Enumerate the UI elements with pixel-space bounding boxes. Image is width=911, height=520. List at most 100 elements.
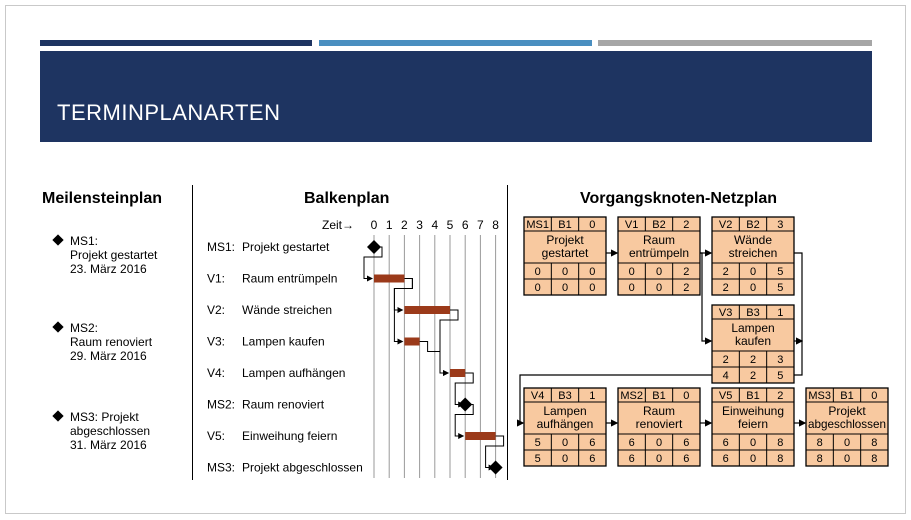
tick-label: 0 [371, 218, 378, 232]
tick-label: 7 [477, 218, 484, 232]
node-name: feiern [738, 417, 768, 431]
node-box [523, 387, 607, 467]
tick-label: 8 [492, 218, 499, 232]
node-value: 0 [750, 266, 756, 278]
milestone-line: MS3: Projekt [70, 410, 139, 424]
milestone-line: abgeschlossen [70, 424, 151, 438]
milestone-line: Projekt gestartet [70, 248, 158, 262]
node-value: 6 [683, 453, 689, 465]
row-label: Raum entrümpeln [242, 272, 337, 286]
column-divider [507, 185, 508, 480]
node-value: 2 [723, 354, 729, 366]
network-arrow [517, 252, 803, 427]
node-name: entrümpeln [629, 246, 689, 260]
milestone-line: MS1: [70, 234, 99, 248]
row-label: Lampen aufhängen [242, 366, 345, 380]
node-duration: 2 [777, 390, 783, 402]
row-label: Raum renoviert [242, 398, 325, 412]
node-box [617, 387, 701, 467]
node-value: 2 [750, 370, 756, 382]
node-resource: B3 [746, 307, 759, 319]
node-value: 8 [817, 437, 823, 449]
node-value: 6 [629, 437, 635, 449]
node-value: 8 [777, 437, 783, 449]
node-duration: 1 [777, 307, 783, 319]
node-value: 6 [683, 437, 689, 449]
row-id-label: MS3: [207, 461, 235, 475]
gantt-bar [404, 306, 450, 314]
node-duration: 3 [777, 219, 783, 231]
row-id-label: V4: [207, 366, 225, 380]
row-id-label: V5: [207, 429, 225, 443]
milestone-line: Raum renoviert [70, 335, 153, 349]
node-name: Projekt [828, 404, 866, 418]
title-banner [40, 51, 872, 142]
node-name: Raum [643, 233, 675, 247]
dependency-arrow [439, 309, 459, 376]
node-box [711, 304, 795, 384]
node-name: kaufen [735, 334, 771, 348]
node-value: 0 [562, 437, 568, 449]
dependency-arrow [393, 278, 413, 345]
tick-label: 3 [416, 218, 423, 232]
accent-stripe-1 [40, 40, 312, 46]
node-duration: 2 [683, 219, 689, 231]
node-box [617, 216, 701, 296]
node-value: 0 [656, 453, 662, 465]
network-plan-title: Vorgangsknoten-Netzplan [580, 190, 778, 207]
row-id-label: MS2: [207, 398, 235, 412]
node-name: Raum [643, 404, 675, 418]
node-value: 0 [656, 266, 662, 278]
milestone-line: 31. März 2016 [70, 438, 147, 452]
milestone-diamond [458, 397, 473, 412]
time-axis-label: Zeit→ [322, 218, 354, 232]
node-box [805, 387, 889, 467]
node-value: 0 [562, 266, 568, 278]
node-value: 0 [844, 437, 850, 449]
node-box [711, 387, 795, 467]
node-resource: B1 [840, 390, 853, 402]
node-resource: B1 [652, 390, 665, 402]
dependency-arrow [419, 341, 449, 376]
gantt-bar [374, 274, 405, 283]
gantt-bar [450, 369, 466, 377]
node-duration: 0 [683, 390, 689, 402]
node-resource: B2 [746, 219, 759, 231]
node-id: V2 [719, 219, 732, 231]
gantt-bar [404, 337, 420, 346]
node-name: streichen [729, 246, 778, 260]
node-value: 0 [656, 437, 662, 449]
node-name: Projekt [546, 233, 584, 247]
dependency-arrow [454, 372, 474, 408]
network-arrow [700, 252, 713, 345]
node-value: 0 [629, 282, 635, 294]
milestone-line: MS2: [70, 321, 99, 335]
node-value: 0 [535, 266, 541, 278]
node-value: 4 [723, 370, 729, 382]
row-label: Einweihung feiern [242, 429, 337, 443]
node-box [711, 216, 795, 296]
node-name: Lampen [543, 404, 586, 418]
node-value: 8 [871, 453, 877, 465]
node-value: 0 [844, 453, 850, 465]
node-box [523, 216, 607, 296]
node-value: 0 [750, 282, 756, 294]
node-resource: B1 [746, 390, 759, 402]
node-resource: B1 [558, 219, 571, 231]
node-id: MS2 [620, 390, 643, 402]
node-name: renoviert [636, 417, 683, 431]
node-name: gestartet [542, 246, 589, 260]
gantt-bar [465, 432, 496, 440]
tick-label: 2 [401, 218, 408, 232]
node-value: 8 [777, 453, 783, 465]
node-name: aufhängen [537, 417, 594, 431]
node-value: 2 [750, 354, 756, 366]
gantt-chart: Zeit→ 0 1 2 3 4 5 6 7 8 MS1: Projekt gestartet V1: Ra… [207, 218, 505, 478]
tick-label: 4 [431, 218, 438, 232]
node-duration: 0 [871, 390, 877, 402]
